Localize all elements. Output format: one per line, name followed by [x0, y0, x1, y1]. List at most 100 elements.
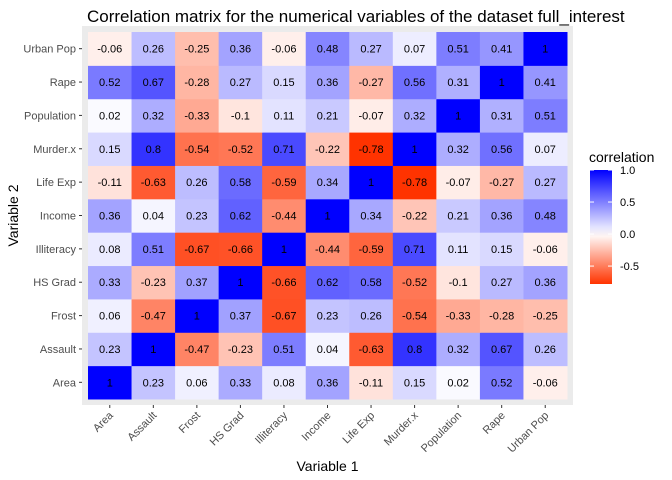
cell-value-label: -0.25	[184, 44, 209, 56]
cell-life-exp-frost	[349, 298, 394, 333]
cell-value-label: 0.36	[317, 77, 338, 89]
cell-frost-frost	[175, 298, 220, 333]
cell-life-exp-urban-pop	[349, 32, 394, 66]
cell-value-label: 0.04	[317, 344, 338, 356]
y-tick-label: Rape	[50, 77, 76, 89]
cell-life-exp-area	[349, 365, 394, 400]
heatmap-cells	[88, 32, 568, 400]
cell-area-population	[88, 98, 133, 133]
cell-assault-area	[131, 365, 176, 400]
x-tick-label: Assault	[125, 410, 159, 444]
cell-value-label: 0.26	[186, 177, 207, 189]
cell-area-urban-pop	[88, 32, 133, 66]
cell-urban-pop-area	[523, 365, 568, 400]
cell-value-label: -0.1	[231, 110, 250, 122]
cell-murder-x-illiteracy	[392, 232, 437, 267]
cell-value-label: 0.33	[230, 377, 251, 389]
cell-area-hs-grad	[88, 265, 133, 300]
cell-value-label: 0.58	[230, 177, 251, 189]
cell-income-illiteracy	[305, 232, 350, 267]
cell-assault-urban-pop	[131, 32, 176, 66]
legend-tick-label: 1.0	[620, 165, 635, 177]
cell-value-label: -0.66	[228, 244, 253, 256]
cell-value-label: 0.31	[447, 77, 468, 89]
cell-assault-income	[131, 198, 176, 233]
cell-life-exp-rape	[349, 65, 394, 100]
x-tick-label: Area	[91, 409, 117, 435]
y-tick-label: Murder.x	[33, 144, 76, 156]
cell-hs-grad-frost	[218, 298, 263, 333]
cell-frost-area	[175, 365, 220, 400]
cell-value-label: 0.06	[99, 311, 120, 323]
cell-value-label: -0.06	[533, 377, 558, 389]
cell-murder-x-frost	[392, 298, 437, 333]
cell-value-label: 0.32	[143, 110, 164, 122]
cell-value-label: 0.51	[273, 344, 294, 356]
cell-area-frost	[88, 298, 133, 333]
cell-illiteracy-murder-x	[262, 132, 307, 166]
cell-urban-pop-hs-grad	[523, 265, 568, 300]
y-tick-label: Frost	[51, 311, 76, 323]
cell-value-label: -0.06	[533, 244, 558, 256]
cell-value-label: 1	[412, 144, 418, 156]
cell-value-label: 0.31	[491, 110, 512, 122]
cell-value-label: 1	[281, 244, 287, 256]
cell-value-label: -0.52	[402, 277, 427, 289]
cell-value-label: 0.41	[535, 77, 556, 89]
cell-rape-life-exp	[479, 165, 524, 200]
cell-value-label: -0.44	[315, 244, 340, 256]
cell-rape-area	[479, 365, 524, 400]
cell-frost-population	[175, 98, 220, 133]
cell-value-label: -0.28	[489, 311, 514, 323]
cell-murder-x-income	[392, 198, 437, 233]
cell-value-label: 0.21	[317, 110, 338, 122]
cell-value-label: 1	[237, 277, 243, 289]
cell-frost-illiteracy	[175, 232, 220, 267]
legend-color-bar	[590, 170, 612, 284]
cell-income-frost	[305, 298, 350, 333]
cell-value-label: -0.66	[271, 277, 296, 289]
legend: correlation 1.0 0.5 0.0 -0.5	[589, 149, 654, 284]
cell-rape-urban-pop	[479, 32, 524, 66]
y-tick-label: Assault	[40, 344, 76, 356]
cell-value-label: 0.52	[99, 77, 120, 89]
cell-income-income	[305, 198, 350, 233]
cell-value-label: -0.11	[98, 177, 122, 189]
cell-assault-assault	[131, 332, 176, 367]
cell-value-label: -0.63	[359, 344, 384, 356]
cell-value-label: 0.11	[448, 244, 469, 256]
legend-tick-label: 0.5	[620, 197, 635, 209]
cell-population-urban-pop	[436, 32, 481, 66]
cell-value-label: 1	[455, 110, 461, 122]
y-tick-label: Illiteracy	[36, 244, 77, 256]
cell-value-label: -0.54	[402, 311, 427, 323]
cell-murder-x-rape	[392, 65, 437, 100]
cell-value-label: 0.62	[317, 277, 338, 289]
cell-value-label: 0.15	[273, 77, 294, 89]
cell-value-label: 0.04	[143, 211, 164, 223]
cell-population-population	[436, 98, 481, 133]
cell-value-label: 0.36	[99, 211, 120, 223]
cell-value-label: 0.26	[143, 44, 164, 56]
cell-value-label: 0.36	[317, 377, 338, 389]
chart-title: Correlation matrix for the numerical var…	[87, 7, 625, 26]
cell-value-label: -0.07	[359, 110, 384, 122]
cell-life-exp-assault	[349, 332, 394, 367]
cell-value-label: -0.22	[402, 211, 427, 223]
cell-value-label: 0.07	[404, 44, 425, 56]
x-axis-ticks: Area Assault Frost HS Grad Illiteracy Income L…	[91, 405, 551, 455]
cell-life-exp-hs-grad	[349, 265, 394, 300]
cell-value-label: -0.78	[402, 177, 427, 189]
cell-value-label: -0.59	[359, 244, 384, 256]
cell-value-label: -0.23	[141, 277, 166, 289]
cell-value-label: -0.78	[359, 144, 384, 156]
cell-illiteracy-illiteracy	[262, 232, 307, 267]
cell-value-label: 1	[542, 44, 548, 56]
cell-area-assault	[88, 332, 133, 367]
cell-value-label: 0.8	[407, 344, 422, 356]
cell-value-label: 0.27	[535, 177, 556, 189]
x-tick-label: Income	[300, 410, 334, 444]
y-tick-label: Population	[24, 110, 76, 122]
legend-title: correlation	[589, 149, 654, 165]
